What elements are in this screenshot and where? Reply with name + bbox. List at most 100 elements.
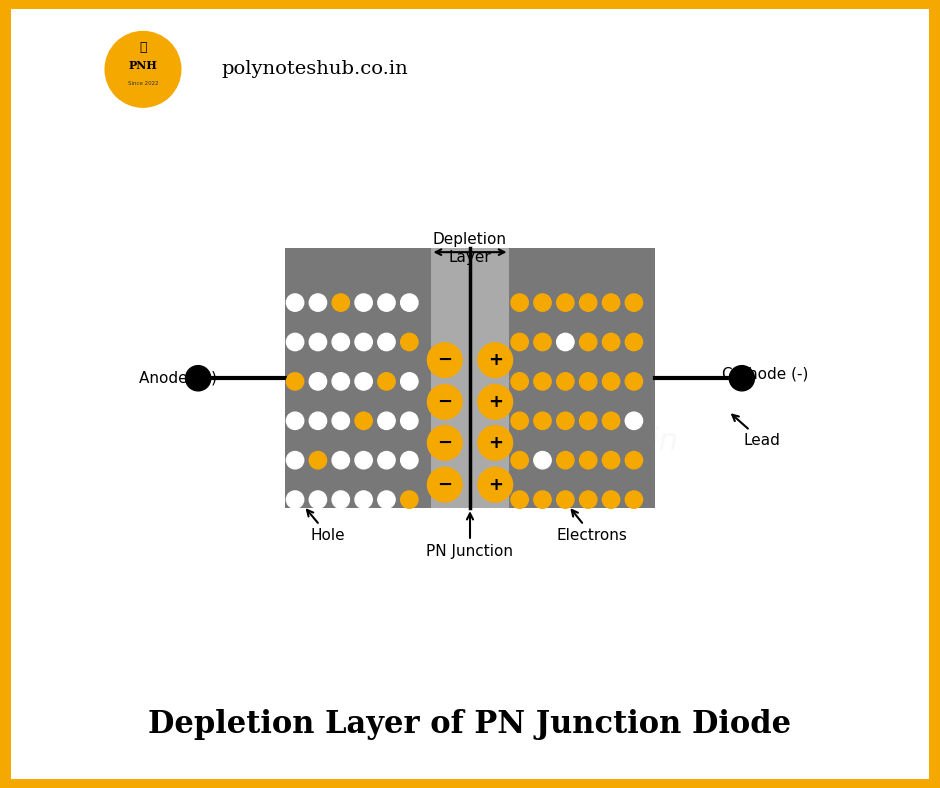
Circle shape <box>478 426 512 460</box>
Text: −: − <box>437 393 452 411</box>
Text: +: + <box>488 351 503 369</box>
Circle shape <box>534 333 551 351</box>
Circle shape <box>332 452 350 469</box>
Circle shape <box>534 452 551 469</box>
Text: −: − <box>437 476 452 493</box>
Circle shape <box>625 333 643 351</box>
Circle shape <box>580 373 597 390</box>
Text: Electrons: Electrons <box>556 510 628 543</box>
Circle shape <box>580 333 597 351</box>
Circle shape <box>625 452 643 469</box>
Circle shape <box>309 333 326 351</box>
Circle shape <box>478 385 512 419</box>
Circle shape <box>378 412 395 429</box>
Circle shape <box>534 373 551 390</box>
Circle shape <box>378 491 395 508</box>
Circle shape <box>378 452 395 469</box>
Circle shape <box>378 373 395 390</box>
Circle shape <box>625 412 643 429</box>
Text: Depletion
Layer: Depletion Layer <box>433 232 507 265</box>
Text: Since 2022: Since 2022 <box>128 81 158 86</box>
Circle shape <box>556 333 574 351</box>
Circle shape <box>556 412 574 429</box>
Circle shape <box>355 452 372 469</box>
Circle shape <box>478 343 512 377</box>
Circle shape <box>287 333 304 351</box>
Circle shape <box>332 491 350 508</box>
Circle shape <box>556 452 574 469</box>
Circle shape <box>580 491 597 508</box>
Circle shape <box>603 373 619 390</box>
Circle shape <box>511 412 528 429</box>
Circle shape <box>556 373 574 390</box>
Text: −: − <box>437 351 452 369</box>
Text: Anode (+): Anode (+) <box>139 370 217 386</box>
Circle shape <box>580 452 597 469</box>
Text: +: + <box>488 393 503 411</box>
Bar <box>509 248 655 508</box>
Circle shape <box>478 467 512 502</box>
Text: 🎓: 🎓 <box>139 41 147 54</box>
Circle shape <box>428 385 462 419</box>
Text: polynoteshub.co.in: polynoteshub.co.in <box>388 427 678 455</box>
Text: PN Junction: PN Junction <box>427 513 513 559</box>
Circle shape <box>511 452 528 469</box>
Text: Cathode (-): Cathode (-) <box>722 366 808 382</box>
Circle shape <box>534 294 551 311</box>
Circle shape <box>309 294 326 311</box>
Circle shape <box>355 373 372 390</box>
Circle shape <box>400 373 418 390</box>
Circle shape <box>400 333 418 351</box>
Circle shape <box>428 467 462 502</box>
Circle shape <box>332 294 350 311</box>
Circle shape <box>580 412 597 429</box>
Circle shape <box>428 343 462 377</box>
Circle shape <box>309 452 326 469</box>
Circle shape <box>580 294 597 311</box>
Circle shape <box>625 294 643 311</box>
Circle shape <box>309 491 326 508</box>
Text: Hole: Hole <box>307 510 346 543</box>
Circle shape <box>556 491 574 508</box>
Bar <box>285 248 431 508</box>
Text: +: + <box>488 476 503 493</box>
Text: PNH: PNH <box>129 60 157 71</box>
Circle shape <box>355 491 372 508</box>
Circle shape <box>332 373 350 390</box>
Bar <box>431 248 509 508</box>
Circle shape <box>309 412 326 429</box>
Circle shape <box>378 333 395 351</box>
Circle shape <box>534 491 551 508</box>
Circle shape <box>603 452 619 469</box>
Circle shape <box>105 32 180 107</box>
Circle shape <box>511 373 528 390</box>
Circle shape <box>511 294 528 311</box>
Circle shape <box>287 412 304 429</box>
Circle shape <box>185 366 211 391</box>
Circle shape <box>534 412 551 429</box>
Circle shape <box>332 412 350 429</box>
Circle shape <box>378 294 395 311</box>
Text: polynoteshub.co.in: polynoteshub.co.in <box>222 61 409 78</box>
Circle shape <box>428 426 462 460</box>
Circle shape <box>603 294 619 311</box>
Circle shape <box>287 452 304 469</box>
Circle shape <box>729 366 755 391</box>
Circle shape <box>603 491 619 508</box>
Circle shape <box>511 491 528 508</box>
Text: −: − <box>437 434 452 452</box>
Circle shape <box>511 333 528 351</box>
Text: Depletion Layer of PN Junction Diode: Depletion Layer of PN Junction Diode <box>149 709 791 741</box>
Circle shape <box>355 412 372 429</box>
Circle shape <box>603 333 619 351</box>
Circle shape <box>556 294 574 311</box>
Circle shape <box>400 294 418 311</box>
Circle shape <box>400 412 418 429</box>
Circle shape <box>309 373 326 390</box>
Circle shape <box>625 491 643 508</box>
Circle shape <box>603 412 619 429</box>
Circle shape <box>400 452 418 469</box>
Circle shape <box>287 491 304 508</box>
Circle shape <box>355 294 372 311</box>
Circle shape <box>355 333 372 351</box>
